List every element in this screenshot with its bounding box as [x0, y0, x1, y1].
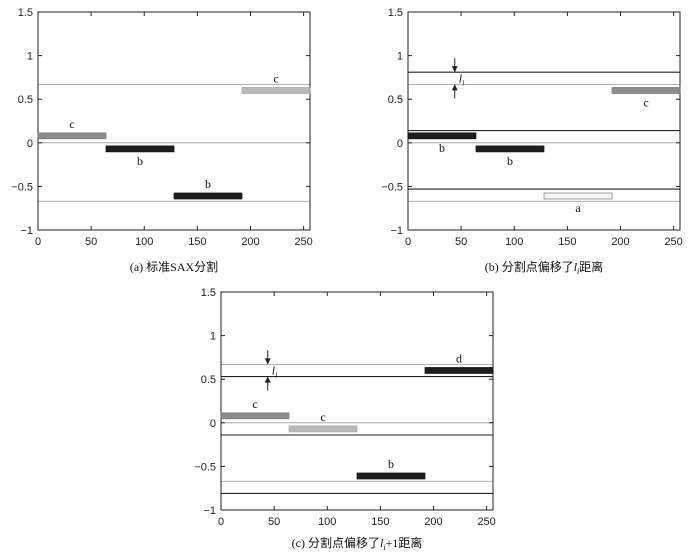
y-tick-label: 1 [27, 51, 33, 63]
segment-bar-c [220, 412, 290, 420]
x-tick-label: 150 [188, 236, 206, 248]
segment-bar-b [475, 145, 545, 153]
plot-frame [37, 11, 311, 231]
segment-bar-c [288, 425, 358, 433]
offset-arrowhead-bottom [264, 376, 271, 383]
y-tick-label: 1 [210, 331, 216, 343]
x-tick-label: 0 [35, 236, 41, 248]
offset-label: li [272, 363, 278, 379]
offset-arrowhead-top [451, 66, 458, 73]
plot-frame [220, 291, 494, 511]
x-tick-label: 200 [424, 516, 442, 528]
segment-symbol-label: c [252, 397, 257, 411]
x-tick-label: 250 [294, 236, 312, 248]
segment-symbol-label: b [388, 457, 394, 471]
y-tick-label: −0.5 [194, 461, 216, 473]
chart-panel-2: 0 50 100 150 200 250 −1 −0.5 0 0.5 1 1.5 b b a c li (b) 分… [381, 7, 683, 276]
x-tick-label: 200 [611, 236, 629, 248]
y-tick-label: −0.5 [381, 181, 403, 193]
segment-bar-d [424, 367, 494, 374]
y-tick-label: −1 [203, 505, 216, 517]
x-tick-label: 200 [241, 236, 259, 248]
segment-bar-b [356, 472, 426, 480]
y-tick-label: 1 [397, 51, 403, 63]
x-tick-label: 100 [135, 236, 153, 248]
y-tick-label: 1.5 [201, 287, 216, 299]
y-tick-label: 0 [397, 138, 403, 150]
y-tick-label: 1.5 [388, 7, 403, 19]
x-tick-label: 250 [477, 516, 495, 528]
y-tick-label: 1.5 [18, 7, 33, 19]
panel-caption: (c) 分割点偏移了li+1距离 [292, 535, 423, 552]
y-tick-label: 0 [27, 138, 33, 150]
x-tick-label: 0 [405, 236, 411, 248]
segment-bar-c [611, 87, 681, 94]
x-tick-label: 250 [664, 236, 682, 248]
offset-arrowhead-top [264, 358, 271, 365]
segment-bar-c [241, 87, 311, 94]
y-tick-label: 0 [210, 418, 216, 430]
y-tick-label: −1 [20, 225, 33, 237]
panel-caption: (b) 分割点偏移了li距离 [485, 259, 604, 276]
segment-symbol-label: b [507, 154, 513, 168]
x-tick-label: 50 [268, 516, 280, 528]
segment-symbol-label: c [273, 71, 278, 85]
segment-symbol-label: b [205, 177, 211, 191]
segment-bar-c [37, 132, 107, 140]
y-tick-label: −0.5 [11, 181, 33, 193]
segment-bar-b [105, 145, 175, 153]
x-tick-label: 0 [218, 516, 224, 528]
segment-symbol-label: c [643, 95, 648, 109]
offset-label: li [459, 71, 465, 87]
x-tick-label: 150 [558, 236, 576, 248]
offset-arrowhead-bottom [451, 84, 458, 91]
segment-bar-b [407, 132, 477, 140]
chart-panel-3: 0 50 100 150 200 250 −1 −0.5 0 0.5 1 1.5 c c b d li (c) 分… [194, 287, 496, 552]
segment-symbol-label: c [320, 410, 325, 424]
panel-caption: (a) 标准SAX分割 [130, 259, 218, 274]
segment-symbol-label: d [456, 351, 462, 365]
segment-bar-b [173, 192, 243, 200]
x-tick-label: 100 [318, 516, 336, 528]
y-tick-label: −1 [390, 225, 403, 237]
chart-panel-1: 0 50 100 150 200 250 −1 −0.5 0 0.5 1 1.5 c b b c (a) 标准S… [11, 7, 313, 274]
x-tick-label: 100 [505, 236, 523, 248]
plot-frame [407, 11, 681, 231]
x-tick-label: 150 [371, 516, 389, 528]
segment-bar-a [543, 192, 613, 200]
x-tick-label: 50 [455, 236, 467, 248]
x-tick-label: 50 [85, 236, 97, 248]
segment-symbol-label: a [575, 201, 581, 215]
y-tick-label: 0.5 [201, 374, 216, 386]
segment-symbol-label: c [69, 117, 74, 131]
segment-symbol-label: b [439, 141, 445, 155]
y-tick-label: 0.5 [388, 94, 403, 106]
y-tick-label: 0.5 [18, 94, 33, 106]
segment-symbol-label: b [137, 154, 143, 168]
